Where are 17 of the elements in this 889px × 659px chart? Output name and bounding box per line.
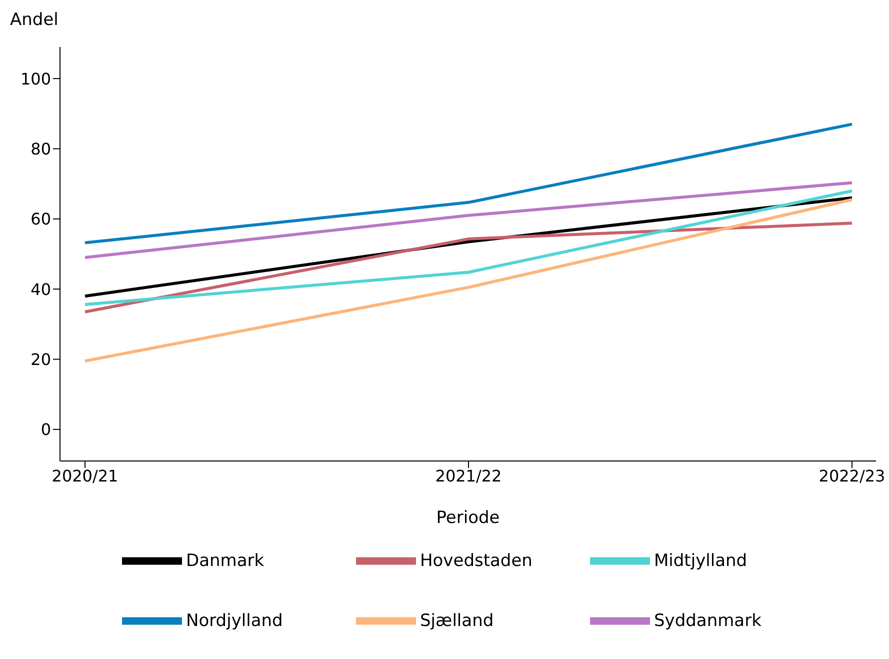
legend-label: Sjælland	[420, 610, 495, 631]
y-tick-label: 20	[30, 350, 51, 369]
legend-label: Syddanmark	[654, 610, 762, 631]
x-tick-label: 2022/23	[818, 466, 886, 486]
y-axis-title: Andel	[10, 10, 58, 30]
legend-label: Midtjylland	[654, 550, 748, 571]
y-tick-label: 40	[30, 280, 51, 299]
x-tick-label: 2020/21	[52, 466, 118, 486]
y-tick-label: 0	[40, 420, 51, 440]
y-tick-label: 100	[20, 69, 51, 88]
legend-label: Hovedstaden	[420, 550, 534, 571]
y-tick-label: 80	[30, 139, 51, 158]
legend-label: Nordjylland	[186, 610, 284, 631]
x-tick-label: 2021/22	[435, 466, 502, 486]
y-tick-label: 60	[30, 210, 51, 229]
x-axis-title: Periode	[436, 508, 500, 528]
legend-label: Danmark	[186, 550, 266, 571]
